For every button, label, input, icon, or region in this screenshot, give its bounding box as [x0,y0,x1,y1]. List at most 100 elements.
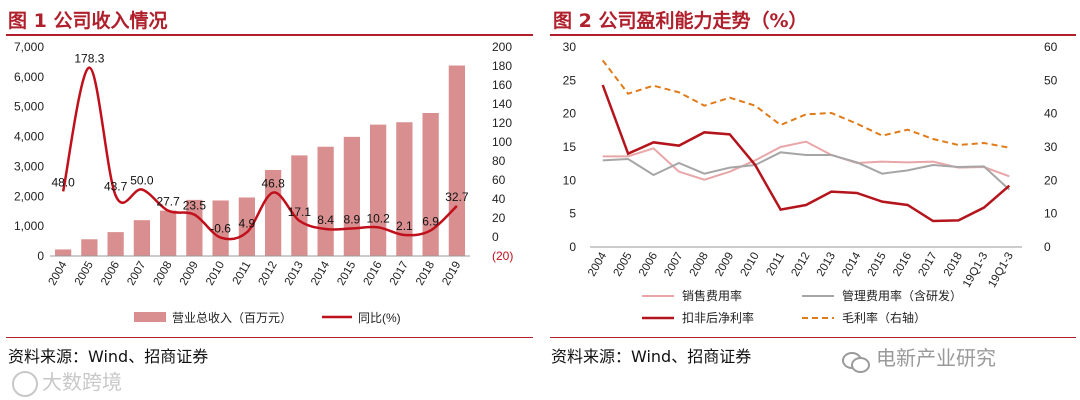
revenue-bar [317,146,334,256]
yoy-data-label: 17.1 [288,205,312,219]
x-tick-label: 2007 [125,260,148,288]
y-tick-label: 10 [563,173,577,187]
watermark-left-text: 大数跨境 [42,370,122,394]
x-tick-label: 2013 [815,251,838,279]
x-tick-label: 2017 [388,260,411,288]
right-source-rule [550,337,1076,338]
yoy-data-label: 2.1 [396,219,413,233]
revenue-bar [396,122,413,257]
yoy-data-label: 32.7 [445,190,469,204]
y2-tick-label: 20 [492,211,506,225]
x-tick-label: 2016 [891,251,914,279]
revenue-bar [212,200,229,256]
y-tick-label: 3,000 [14,159,44,173]
x-tick-label: 2005 [73,260,96,288]
x-tick-label: 2009 [713,251,736,279]
y2-tick-label: 60 [492,173,506,187]
x-tick-label: 2015 [335,260,358,288]
y2-tick-label: 40 [492,192,506,206]
revenue-chart: 0 1,000 2,000 3,000 4,000 5,000 6,000 7,000 (20)… [14,40,513,325]
y-tick-label: 2,000 [14,189,44,203]
watermark-left: 大数跨境 [12,366,122,397]
y-tick-label: 30 [563,40,577,54]
legend-label-revenue: 营业总收入（百万元） [172,311,292,325]
right-title-rule [550,34,1076,36]
y2-tick-label: (20) [492,249,513,263]
y-tick-label: 5 [569,207,576,221]
yoy-data-label: -0.6 [210,222,231,236]
revenue-bar [343,136,361,256]
yoy-data-label: 4.9 [239,216,256,230]
y2-tick-label: 0 [492,230,499,244]
y2-tick-label: 30 [1044,140,1058,154]
y2-tick-label: 120 [492,116,512,130]
sales-expense-line [602,140,1010,181]
x-tick-label: 2018 [942,251,965,279]
left-source-note: 资料来源：Wind、招商证券 [8,347,209,366]
x-tick-label: 2016 [362,260,385,288]
yoy-data-label: 50.0 [130,174,154,188]
yoy-data-label: 43.7 [104,179,128,193]
x-tick-label: 2008 [152,260,175,288]
y-tick-label: 20 [563,107,577,121]
revenue-bar [54,249,72,256]
revenue-bar [133,220,151,256]
revenue-bar [107,232,124,256]
yoy-data-label: 10.2 [366,211,390,225]
x-tick-label: 2014 [309,259,332,288]
y2-tick-label: 180 [492,59,512,73]
watermark-right-text: 电新产业研究 [876,346,996,370]
net-margin-line [601,84,1011,223]
yoy-data-label: 8.9 [344,213,361,227]
legend-swatch-revenue [134,312,166,322]
wechat-icon [842,350,870,373]
x-tick-label: 2010 [204,260,227,288]
x-tick-label: 2013 [283,260,306,288]
x-tick-label: 2009 [178,260,201,288]
y2-tick-label: 200 [492,40,512,54]
left-source-rule [6,337,533,338]
y-tick-label: 15 [563,140,577,154]
revenue-bar [448,65,466,256]
x-tick-label: 2012 [257,260,280,288]
x-tick-label: 19Q1-3 [986,251,1016,290]
x-tick-label: 2005 [612,251,635,279]
x-tick-label: 2006 [99,260,122,288]
y2-tick-label: 10 [1044,207,1058,221]
x-tick-label: 2018 [414,260,437,288]
x-tick-label: 2019 [440,260,463,288]
yoy-data-label: 23.5 [183,199,207,213]
y2-tick-label: 50 [1044,73,1058,87]
right-source-note: 资料来源：Wind、招商证券 [551,347,752,366]
y-tick-label: 0 [37,249,44,263]
left-title-rule [6,34,533,36]
x-tick-label: 2004 [586,250,609,279]
x-tick-label: 2006 [637,251,660,279]
admin-expense-line [602,151,1010,191]
revenue-bar [238,197,256,256]
y-tick-label: 7,000 [14,40,44,54]
yoy-data-label: 6.9 [422,214,439,228]
x-tick-label: 2004 [47,259,70,288]
revenue-bar [264,170,282,256]
y2-tick-label: 0 [1044,240,1051,254]
y2-tick-label: 20 [1044,173,1058,187]
revenue-bar [81,239,98,256]
revenue-bar [291,155,308,256]
yoy-line [61,66,458,241]
y2-tick-label: 100 [492,135,512,149]
x-tick-label: 2015 [866,251,889,279]
gross-margin-line [601,59,1010,149]
x-tick-label: 2011 [764,251,787,278]
y2-tick-label: 80 [492,154,506,168]
y2-tick-label: 60 [1044,40,1058,54]
legend-label-admin-expense-line: 管理费用率（含研发） [842,288,962,303]
y-tick-label: 4,000 [14,130,44,144]
y-tick-label: 0 [569,240,576,254]
y-tick-label: 6,000 [14,70,44,84]
yoy-data-label: 8.4 [317,213,334,227]
watermark-left-icon [12,370,38,397]
yoy-data-label: 178.3 [74,52,104,66]
yoy-data-label: 48.0 [51,175,75,189]
